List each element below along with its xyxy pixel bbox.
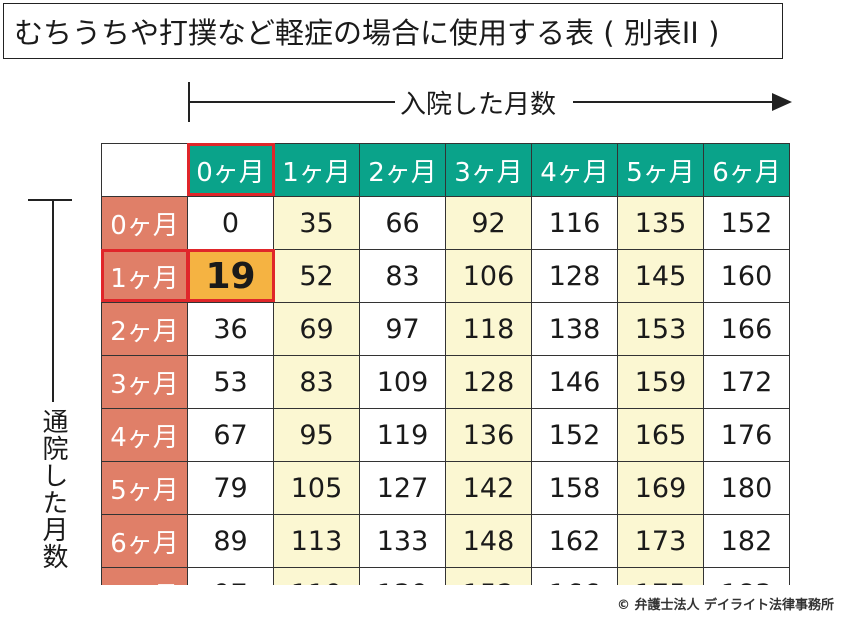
column-header: 5ヶ月 xyxy=(617,143,704,197)
row-header: 3ヶ月 xyxy=(101,355,188,409)
value-cell: 119 xyxy=(359,408,446,462)
value-cell: 182 xyxy=(703,514,790,568)
table-row: 5ヶ月 79 105 127 142 158 169 180 xyxy=(101,461,790,515)
column-header: 4ヶ月 xyxy=(531,143,618,197)
row-header: 5ヶ月 xyxy=(101,461,188,515)
value-cell: 162 xyxy=(531,514,618,568)
value-cell: 158 xyxy=(531,461,618,515)
value-cell: 183 xyxy=(703,567,790,585)
value-cell: 173 xyxy=(617,514,704,568)
admission-axis-line xyxy=(573,101,773,103)
value-cell: 35 xyxy=(273,196,360,250)
outpatient-axis-start-tick xyxy=(28,199,72,201)
value-cell: 95 xyxy=(273,408,360,462)
column-header: 0ヶ月 xyxy=(187,143,274,197)
value-cell: 159 xyxy=(617,355,704,409)
header-row: 0ヶ月 1ヶ月 2ヶ月 3ヶ月 4ヶ月 5ヶ月 6ヶ月 xyxy=(101,143,790,197)
row-header: 2ヶ月 xyxy=(101,302,188,356)
highlighted-value-cell: 19 xyxy=(187,249,274,303)
value-cell: 139 xyxy=(359,567,446,585)
row-header: 4ヶ月 xyxy=(101,408,188,462)
value-cell: 0 xyxy=(187,196,274,250)
outpatient-axis-label: 通院した月数 xyxy=(38,408,68,570)
column-header: 1ヶ月 xyxy=(273,143,360,197)
value-cell: 119 xyxy=(273,567,360,585)
value-cell: 116 xyxy=(531,196,618,250)
value-cell: 53 xyxy=(187,355,274,409)
table-row: 7ヶ月97119139152166175183 xyxy=(101,567,790,585)
value-cell: 138 xyxy=(531,302,618,356)
outpatient-axis-line xyxy=(52,200,54,402)
value-cell: 67 xyxy=(187,408,274,462)
value-cell: 52 xyxy=(273,249,360,303)
compensation-table: 0ヶ月 1ヶ月 2ヶ月 3ヶ月 4ヶ月 5ヶ月 6ヶ月 0ヶ月 0 35 66 92 116 135 152… xyxy=(101,143,790,585)
value-cell: 172 xyxy=(703,355,790,409)
column-header: 6ヶ月 xyxy=(703,143,790,197)
value-cell: 160 xyxy=(703,249,790,303)
value-cell: 142 xyxy=(445,461,532,515)
value-cell: 69 xyxy=(273,302,360,356)
value-cell: 97 xyxy=(187,567,274,585)
row-header: 0ヶ月 xyxy=(101,196,188,250)
value-cell: 128 xyxy=(445,355,532,409)
column-header: 3ヶ月 xyxy=(445,143,532,197)
value-cell: 105 xyxy=(273,461,360,515)
value-cell: 153 xyxy=(617,302,704,356)
value-cell: 113 xyxy=(273,514,360,568)
table-row: 6ヶ月 89 113 133 148 162 173 182 xyxy=(101,514,790,568)
value-cell: 146 xyxy=(531,355,618,409)
value-cell: 166 xyxy=(703,302,790,356)
value-cell: 89 xyxy=(187,514,274,568)
value-cell: 127 xyxy=(359,461,446,515)
value-cell: 118 xyxy=(445,302,532,356)
copyright-text: © 弁護士法人 デイライト法律事務所 xyxy=(616,598,834,613)
column-header: 2ヶ月 xyxy=(359,143,446,197)
value-cell: 166 xyxy=(531,567,618,585)
value-cell: 109 xyxy=(359,355,446,409)
value-cell: 136 xyxy=(445,408,532,462)
table-row: 3ヶ月 53 83 109 128 146 159 172 xyxy=(101,355,790,409)
value-cell: 106 xyxy=(445,249,532,303)
value-cell: 176 xyxy=(703,408,790,462)
value-cell: 36 xyxy=(187,302,274,356)
admission-axis-label: 入院した月数 xyxy=(400,90,557,120)
value-cell: 175 xyxy=(617,567,704,585)
value-cell: 135 xyxy=(617,196,704,250)
row-header: 6ヶ月 xyxy=(101,514,188,568)
value-cell: 180 xyxy=(703,461,790,515)
value-cell: 133 xyxy=(359,514,446,568)
row-header: 7ヶ月 xyxy=(101,567,188,585)
value-cell: 128 xyxy=(531,249,618,303)
value-cell: 165 xyxy=(617,408,704,462)
value-cell: 152 xyxy=(703,196,790,250)
table-row: 2ヶ月 36 69 97 118 138 153 166 xyxy=(101,302,790,356)
value-cell: 152 xyxy=(445,567,532,585)
value-cell: 83 xyxy=(273,355,360,409)
arrow-right-icon xyxy=(772,93,792,111)
value-cell: 92 xyxy=(445,196,532,250)
value-cell: 97 xyxy=(359,302,446,356)
value-cell: 66 xyxy=(359,196,446,250)
table-row: 0ヶ月 0 35 66 92 116 135 152 xyxy=(101,196,790,250)
value-cell: 169 xyxy=(617,461,704,515)
value-cell: 83 xyxy=(359,249,446,303)
value-cell: 152 xyxy=(531,408,618,462)
table-row: 1ヶ月 19 52 83 106 128 145 160 xyxy=(101,249,790,303)
value-cell: 145 xyxy=(617,249,704,303)
admission-axis-line xyxy=(189,101,395,103)
value-cell: 79 xyxy=(187,461,274,515)
table-row: 4ヶ月 67 95 119 136 152 165 176 xyxy=(101,408,790,462)
row-header: 1ヶ月 xyxy=(101,249,188,303)
compensation-table-wrap: 0ヶ月 1ヶ月 2ヶ月 3ヶ月 4ヶ月 5ヶ月 6ヶ月 0ヶ月 0 35 66 92 116 135 152… xyxy=(101,143,793,585)
corner-cell xyxy=(101,143,188,197)
value-cell: 148 xyxy=(445,514,532,568)
page-title: むちうちや打撲など軽症の場合に使用する表 ( 別表II ) xyxy=(3,3,783,59)
